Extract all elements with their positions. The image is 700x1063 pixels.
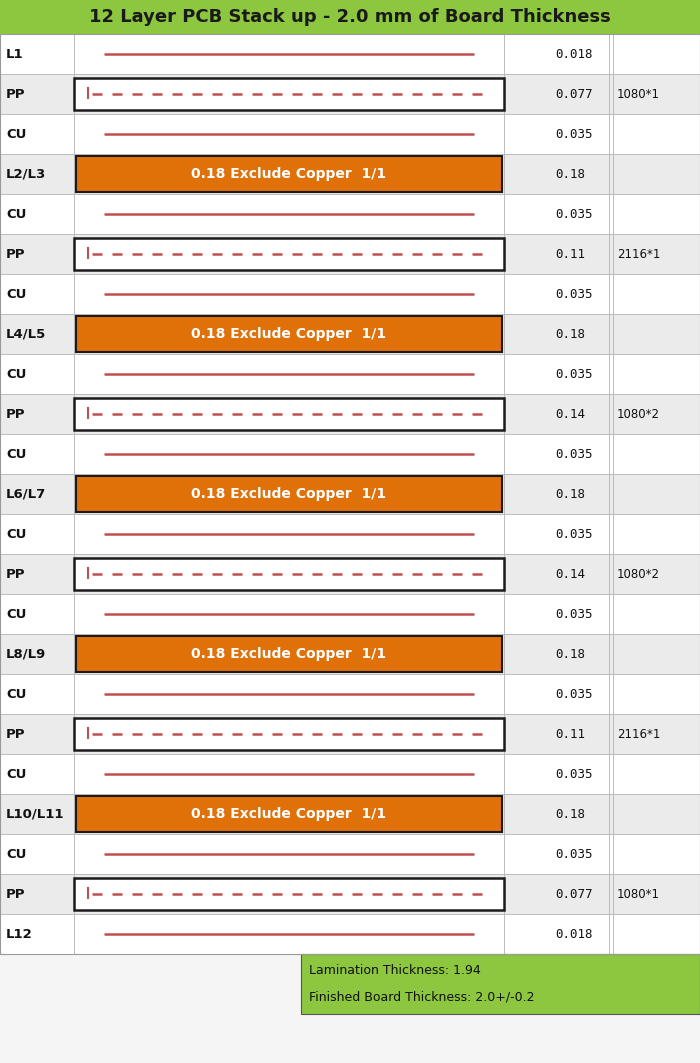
Text: 0.11: 0.11 [556, 248, 585, 260]
Bar [76, 637, 502, 672]
Bar [0, 794, 700, 834]
Text: 1080*2: 1080*2 [617, 568, 660, 580]
Text: CU: CU [6, 448, 27, 460]
Text: 0.035: 0.035 [556, 847, 593, 861]
Text: CU: CU [6, 207, 27, 220]
Text: CU: CU [6, 607, 27, 621]
Bar [0, 34, 700, 954]
Text: 0.035: 0.035 [556, 287, 593, 301]
Text: 0.035: 0.035 [556, 368, 593, 381]
Text: 0.14: 0.14 [556, 407, 585, 421]
Text: 0.018: 0.018 [556, 928, 593, 941]
Text: L8/L9: L8/L9 [6, 647, 46, 660]
Text: 0.035: 0.035 [556, 607, 593, 621]
Text: 0.18 Exclude Copper  1/1: 0.18 Exclude Copper 1/1 [191, 327, 386, 341]
Bar [74, 558, 504, 590]
Text: 0.077: 0.077 [556, 87, 593, 101]
Bar [74, 238, 504, 270]
Text: 0.18: 0.18 [556, 488, 585, 501]
Text: 2116*1: 2116*1 [617, 248, 660, 260]
Text: PP: PP [6, 888, 25, 900]
Bar [0, 234, 700, 274]
Bar [0, 954, 700, 1014]
Text: PP: PP [6, 727, 25, 741]
Text: 2116*1: 2116*1 [617, 727, 660, 741]
Text: 12 Layer PCB Stack up - 2.0 mm of Board Thickness: 12 Layer PCB Stack up - 2.0 mm of Board … [89, 9, 611, 26]
Bar [0, 834, 700, 874]
Text: 1080*1: 1080*1 [617, 87, 660, 101]
Text: Lamination Thickness: 1.94: Lamination Thickness: 1.94 [309, 964, 481, 977]
Text: Finished Board Thickness: 2.0+/-0.2: Finished Board Thickness: 2.0+/-0.2 [309, 991, 535, 1003]
Bar [76, 317, 502, 352]
Text: 0.18: 0.18 [556, 808, 585, 821]
Bar [0, 634, 700, 674]
Bar [74, 398, 504, 431]
Text: L2/L3: L2/L3 [6, 168, 46, 181]
Text: 0.18 Exclude Copper  1/1: 0.18 Exclude Copper 1/1 [191, 807, 386, 821]
Bar [74, 718, 504, 750]
Bar [0, 434, 700, 474]
Text: PP: PP [6, 87, 25, 101]
Bar [0, 314, 700, 354]
Bar [0, 74, 700, 114]
Bar [76, 796, 502, 831]
Bar [0, 674, 700, 714]
Bar [76, 156, 502, 191]
Bar [0, 914, 700, 954]
Bar [0, 354, 700, 394]
Text: L12: L12 [6, 928, 33, 941]
Text: 0.035: 0.035 [556, 207, 593, 220]
Text: CU: CU [6, 527, 27, 540]
Text: 0.11: 0.11 [556, 727, 585, 741]
Text: 0.035: 0.035 [556, 448, 593, 460]
Bar [74, 78, 504, 109]
Text: 0.035: 0.035 [556, 527, 593, 540]
Text: CU: CU [6, 767, 27, 780]
Bar [74, 878, 504, 910]
Bar [0, 514, 700, 554]
Text: L6/L7: L6/L7 [6, 488, 46, 501]
Bar [0, 195, 700, 234]
Text: L10/L11: L10/L11 [6, 808, 64, 821]
Text: 1080*2: 1080*2 [617, 407, 660, 421]
Text: 0.18: 0.18 [556, 647, 585, 660]
Bar [0, 474, 700, 514]
Text: CU: CU [6, 688, 27, 701]
Bar [0, 274, 700, 314]
Text: PP: PP [6, 568, 25, 580]
Bar [76, 476, 502, 511]
Bar [0, 874, 700, 914]
Text: CU: CU [6, 287, 27, 301]
Text: PP: PP [6, 248, 25, 260]
Text: 0.018: 0.018 [556, 48, 593, 61]
Text: 1080*1: 1080*1 [617, 888, 660, 900]
Text: 0.14: 0.14 [556, 568, 585, 580]
Text: 0.035: 0.035 [556, 128, 593, 140]
Text: 0.18 Exclude Copper  1/1: 0.18 Exclude Copper 1/1 [191, 167, 386, 181]
Bar [0, 0, 700, 34]
Bar [0, 154, 700, 195]
Text: L1: L1 [6, 48, 24, 61]
Bar [0, 114, 700, 154]
Text: PP: PP [6, 407, 25, 421]
Text: CU: CU [6, 847, 27, 861]
Text: 0.035: 0.035 [556, 688, 593, 701]
Text: 0.18 Exclude Copper  1/1: 0.18 Exclude Copper 1/1 [191, 647, 386, 661]
Bar [0, 394, 700, 434]
Bar [0, 594, 700, 634]
Bar [0, 714, 700, 754]
Bar [0, 554, 700, 594]
Text: CU: CU [6, 368, 27, 381]
Text: 0.18 Exclude Copper  1/1: 0.18 Exclude Copper 1/1 [191, 487, 386, 501]
Bar [0, 34, 700, 74]
Text: 0.035: 0.035 [556, 767, 593, 780]
Bar [301, 954, 700, 1014]
Text: 0.18: 0.18 [556, 327, 585, 340]
Text: L4/L5: L4/L5 [6, 327, 46, 340]
Bar [0, 754, 700, 794]
Text: 0.18: 0.18 [556, 168, 585, 181]
Text: CU: CU [6, 128, 27, 140]
Text: 0.077: 0.077 [556, 888, 593, 900]
